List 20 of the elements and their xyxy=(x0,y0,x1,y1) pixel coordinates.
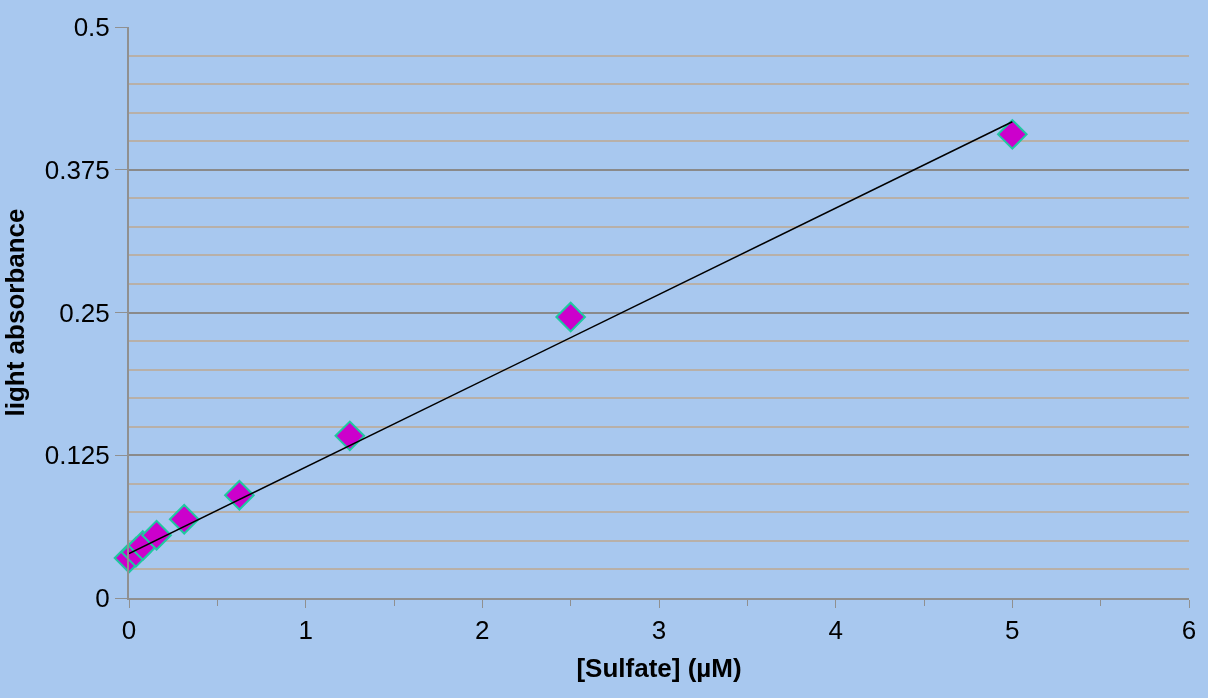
y-tick-label: 0.5 xyxy=(73,12,110,43)
y-tick-label: 0.25 xyxy=(59,297,110,328)
y-tick-label: 0 xyxy=(95,583,110,614)
point xyxy=(334,420,366,452)
y-tick-label: 0.125 xyxy=(44,440,110,471)
x-tick-label: 2 xyxy=(475,615,490,646)
point xyxy=(168,503,200,535)
x-tick-label: 0 xyxy=(121,615,137,646)
x-tick-label: 6 xyxy=(1181,615,1197,646)
x-tick-label: 4 xyxy=(828,615,843,646)
x-tick-label: 5 xyxy=(1005,615,1020,646)
point xyxy=(997,119,1028,150)
point xyxy=(555,301,586,333)
x-tick-label: 3 xyxy=(651,615,667,646)
point xyxy=(224,479,255,511)
point xyxy=(141,519,172,551)
y-tick-label: 0.375 xyxy=(44,154,110,185)
x-axis-title: [Sulfate] (µM) xyxy=(576,653,742,684)
y-axis-title: light absorbance xyxy=(0,208,30,417)
x-tick-label: 1 xyxy=(298,615,313,646)
